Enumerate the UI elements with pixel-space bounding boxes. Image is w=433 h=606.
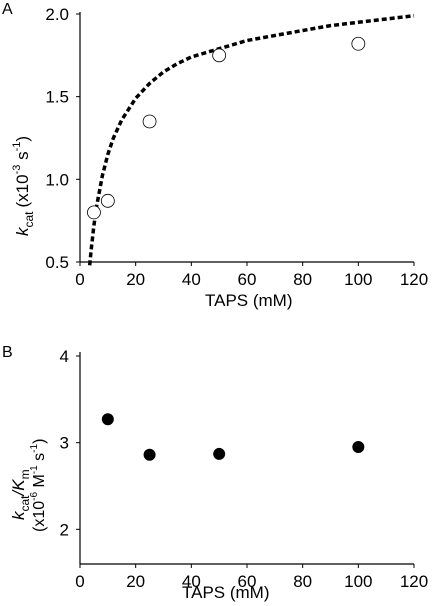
panel-a: A TAPS (mM) kcat(x10-3 s-1) 0 20 40 60 80 100…	[2, 1, 428, 310]
panel-b-data-point	[101, 413, 114, 426]
panel-b-y-tick-label: 4	[60, 347, 69, 366]
panel-b-y-tick-label: 2	[60, 520, 69, 539]
panel-a-x-axis-title: TAPS (mM)	[205, 291, 293, 310]
panel-b-y-axis-title-line2: (x10-6 M-1 s-1)	[29, 439, 48, 532]
panel-a-points	[87, 36, 366, 220]
panel-a-y-axis-title: kcat(x10-3 s-1)	[11, 136, 36, 236]
panel-b: B TAPS (mM) kcat/Km (x10-6 M-1 s-1) 0 20 4…	[2, 344, 428, 602]
panel-b-x-tick-label: 120	[400, 572, 428, 591]
panel-a-y-tick-label: 1.0	[45, 170, 69, 189]
panel-b-ticks: 0 20 40 60 80 100 120 2 3 4	[60, 347, 429, 591]
panel-a-y-tick-label: 1.5	[45, 88, 69, 107]
panel-b-data-point	[352, 441, 365, 453]
panel-a-x-tick-label: 60	[238, 270, 257, 289]
panel-a-data-point	[100, 193, 115, 208]
panel-a-data-point	[212, 48, 227, 63]
panel-a-y-tick-label: 2.0	[45, 5, 69, 24]
panel-b-x-tick-label: 80	[293, 572, 312, 591]
panel-b-points	[101, 413, 365, 461]
panel-b-x-tick-label: 0	[75, 572, 84, 591]
panel-b-x-tick-label: 100	[344, 572, 372, 591]
panel-b-x-axis-title: TAPS (mM)	[182, 583, 270, 602]
panel-a-data-point	[142, 114, 157, 129]
panel-b-y-axis-title-line1: kcat/Km	[9, 469, 32, 520]
panel-a-fit-curve	[87, 13, 415, 266]
panel-b-data-point	[213, 447, 226, 460]
panel-a-x-tick-label: 40	[182, 270, 201, 289]
panel-a-x-tick-label: 120	[400, 270, 428, 289]
panel-a-ticks: 0 20 40 60 80 100 120 0.5 1.0 1.5 2.0	[45, 5, 428, 289]
panel-a-x-tick-label: 20	[126, 270, 145, 289]
panel-a-data-point	[87, 205, 101, 220]
panel-b-data-point	[143, 448, 156, 461]
panel-a-x-tick-label: 100	[344, 270, 372, 289]
panel-a-x-tick-label: 80	[293, 270, 312, 289]
panel-a-data-point	[351, 36, 366, 51]
panel-a-y-tick-label: 0.5	[45, 253, 69, 272]
panel-b-x-tick-label: 60	[238, 572, 257, 591]
panel-a-fit-curve-group	[87, 13, 415, 266]
panel-b-x-tick-label: 20	[126, 572, 145, 591]
panel-a-label: A	[2, 1, 13, 18]
panel-b-label: B	[2, 344, 13, 361]
panel-b-x-tick-label: 40	[182, 572, 201, 591]
panel-a-x-tick-label: 0	[75, 270, 84, 289]
panel-b-y-tick-label: 3	[60, 434, 69, 453]
